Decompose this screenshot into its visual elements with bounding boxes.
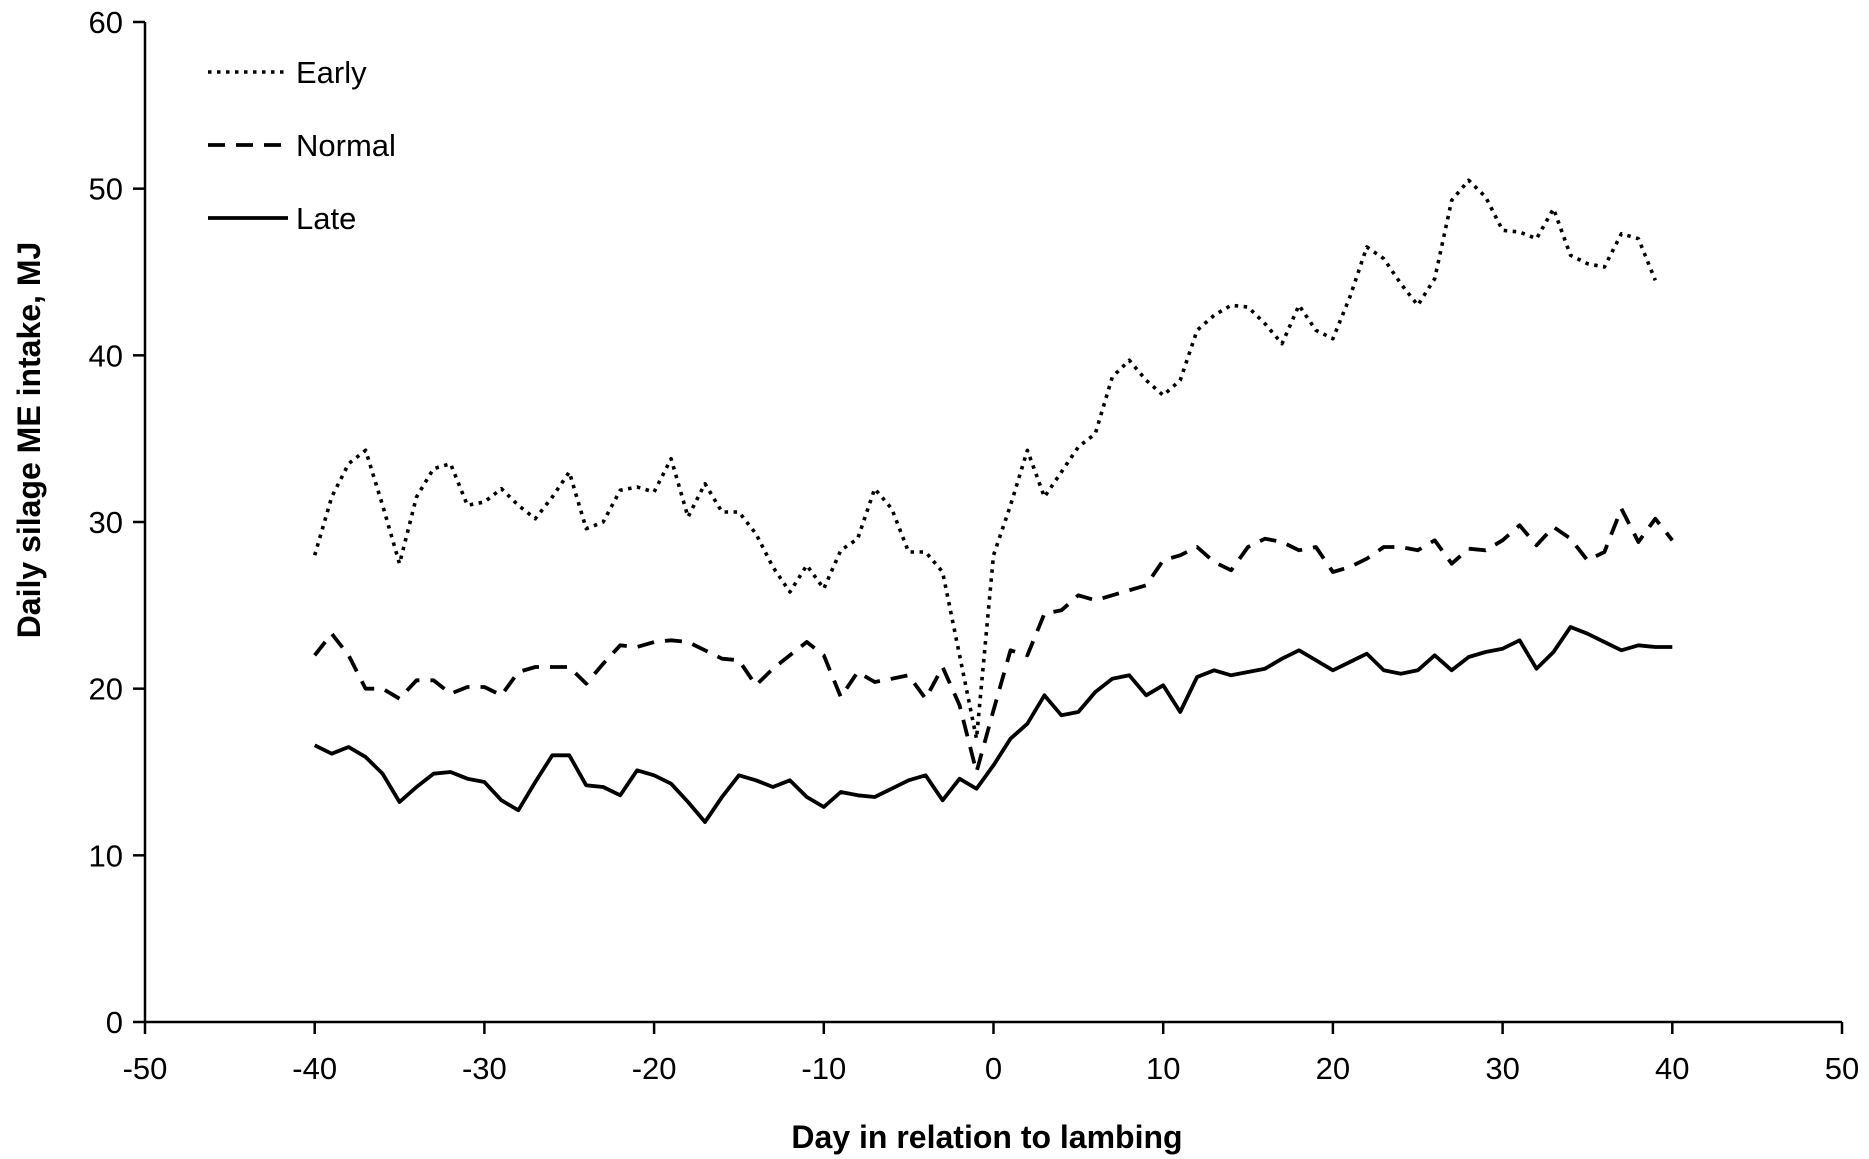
x-tick-label: 0 xyxy=(985,1051,1002,1086)
y-axis-title: Daily silage ME intake, MJ xyxy=(11,242,47,639)
series-line-late xyxy=(313,625,1673,824)
y-tick-label: 10 xyxy=(89,838,123,873)
axes: 0 10 20 30 40 50 60 -50 -40 -30 -20 -10 0 10 20 30 40 50 xyxy=(89,5,1860,1086)
legend-label-normal: Normal xyxy=(296,128,396,163)
x-tick-label: 10 xyxy=(1146,1051,1180,1086)
x-tick-label: 40 xyxy=(1655,1051,1689,1086)
x-tick-label: -10 xyxy=(801,1051,846,1086)
series-line-normal xyxy=(313,506,1674,774)
series-line-early xyxy=(312,178,1657,741)
x-tick-label: -20 xyxy=(632,1051,677,1086)
y-tick-label: 60 xyxy=(89,5,123,40)
y-tick-label: 30 xyxy=(89,505,123,540)
y-tick-label: 20 xyxy=(89,672,123,707)
x-tick-label: -50 xyxy=(123,1051,168,1086)
legend: Early Normal Late xyxy=(208,55,396,236)
y-tick-label: 0 xyxy=(106,1005,123,1040)
x-tick-label: -40 xyxy=(292,1051,337,1086)
x-tick-label: 50 xyxy=(1825,1051,1859,1086)
series-layer xyxy=(312,178,1674,824)
x-tick-label: -30 xyxy=(462,1051,507,1086)
x-axis-title: Day in relation to lambing xyxy=(791,1119,1182,1155)
legend-label-early: Early xyxy=(296,55,367,90)
x-tick-label: 20 xyxy=(1316,1051,1350,1086)
legend-label-late: Late xyxy=(296,201,356,236)
y-tick-label: 50 xyxy=(89,172,123,207)
y-tick-label: 40 xyxy=(89,338,123,373)
x-tick-label: 30 xyxy=(1485,1051,1519,1086)
